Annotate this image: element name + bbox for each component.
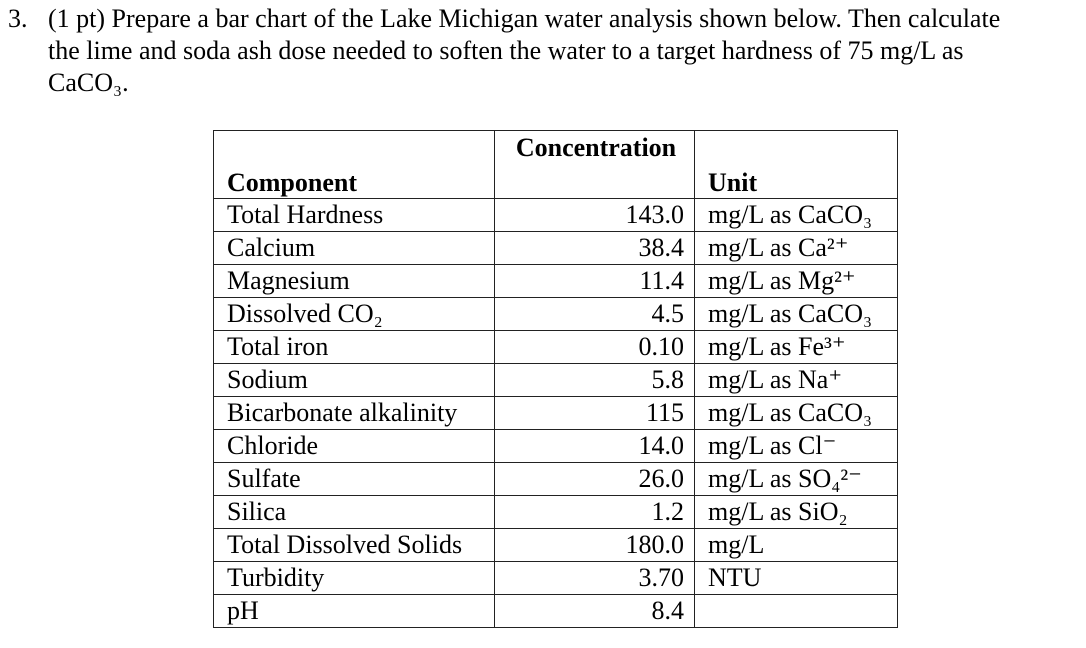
table-header-row: Component Concentration Unit (213, 130, 898, 199)
table-row: Total iron 0.10 mg/L as Fe³⁺ (213, 330, 898, 364)
cell-concentration: 5.8 (494, 363, 695, 397)
cell-concentration: 143.0 (494, 198, 695, 232)
table-row: Chloride 14.0 mg/L as Cl⁻ (213, 429, 898, 463)
cell-component: Sulfate (213, 462, 495, 496)
cell-concentration: 38.4 (494, 231, 695, 265)
cell-unit: mg/L (694, 528, 898, 562)
table-row: Calcium 38.4 mg/L as Ca²⁺ (213, 231, 898, 265)
table-row: Sodium 5.8 mg/L as Na⁺ (213, 363, 898, 397)
cell-unit: mg/L as SO₄²⁻ (694, 462, 898, 496)
cell-concentration: 8.4 (494, 594, 695, 628)
table-row: Dissolved CO₂ 4.5 mg/L as CaCO₃ (213, 297, 898, 331)
cell-component: Total iron (213, 330, 495, 364)
table-row: Total Hardness 143.0 mg/L as CaCO₃ (213, 198, 898, 232)
problem-number: 3. (8, 4, 28, 33)
cell-component: Turbidity (213, 561, 495, 595)
cell-concentration: 0.10 (494, 330, 695, 364)
cell-component: Dissolved CO₂ (213, 297, 495, 331)
cell-unit: mg/L as Na⁺ (694, 363, 898, 397)
cell-unit: mg/L as SiO₂ (694, 495, 898, 529)
table-row: Magnesium 11.4 mg/L as Mg²⁺ (213, 264, 898, 298)
cell-concentration: 115 (494, 396, 695, 430)
header-unit: Unit (694, 130, 898, 199)
problem-line-1: (1 pt) Prepare a bar chart of the Lake M… (48, 4, 1001, 33)
cell-component: Chloride (213, 429, 495, 463)
cell-component: pH (213, 594, 495, 628)
cell-component: Silica (213, 495, 495, 529)
cell-component: Bicarbonate alkalinity (213, 396, 495, 430)
problem-line-3: CaCO₃. (48, 68, 129, 97)
table-row: Silica 1.2 mg/L as SiO₂ (213, 495, 898, 529)
cell-component: Calcium (213, 231, 495, 265)
problem-statement: 3. (1 pt) Prepare a bar chart of the Lak… (8, 3, 1078, 99)
cell-component: Sodium (213, 363, 495, 397)
cell-concentration: 14.0 (494, 429, 695, 463)
cell-concentration: 26.0 (494, 462, 695, 496)
header-concentration: Concentration (494, 130, 695, 199)
cell-unit: mg/L as Cl⁻ (694, 429, 898, 463)
cell-concentration: 1.2 (494, 495, 695, 529)
cell-unit: mg/L as CaCO₃ (694, 198, 898, 232)
cell-unit: NTU (694, 561, 898, 595)
cell-component: Total Dissolved Solids (213, 528, 495, 562)
cell-component: Magnesium (213, 264, 495, 298)
cell-concentration: 180.0 (494, 528, 695, 562)
cell-concentration: 11.4 (494, 264, 695, 298)
table-row: pH 8.4 (213, 594, 898, 628)
problem-line-2: the lime and soda ash dose needed to sof… (48, 36, 964, 65)
table-body: Total Hardness 143.0 mg/L as CaCO₃ Calci… (213, 198, 898, 628)
table-row: Bicarbonate alkalinity 115 mg/L as CaCO₃ (213, 396, 898, 430)
cell-concentration: 3.70 (494, 561, 695, 595)
water-analysis-table: Component Concentration Unit Total Hardn… (213, 130, 898, 628)
table-row: Total Dissolved Solids 180.0 mg/L (213, 528, 898, 562)
problem-text: (1 pt) Prepare a bar chart of the Lake M… (48, 3, 1078, 99)
cell-unit: mg/L as CaCO₃ (694, 297, 898, 331)
cell-unit: mg/L as Fe³⁺ (694, 330, 898, 364)
cell-unit: mg/L as CaCO₃ (694, 396, 898, 430)
cell-unit: mg/L as Ca²⁺ (694, 231, 898, 265)
table-row: Sulfate 26.0 mg/L as SO₄²⁻ (213, 462, 898, 496)
table-row: Turbidity 3.70 NTU (213, 561, 898, 595)
cell-component: Total Hardness (213, 198, 495, 232)
cell-unit (694, 594, 898, 628)
header-component: Component (213, 130, 495, 199)
cell-concentration: 4.5 (494, 297, 695, 331)
cell-unit: mg/L as Mg²⁺ (694, 264, 898, 298)
